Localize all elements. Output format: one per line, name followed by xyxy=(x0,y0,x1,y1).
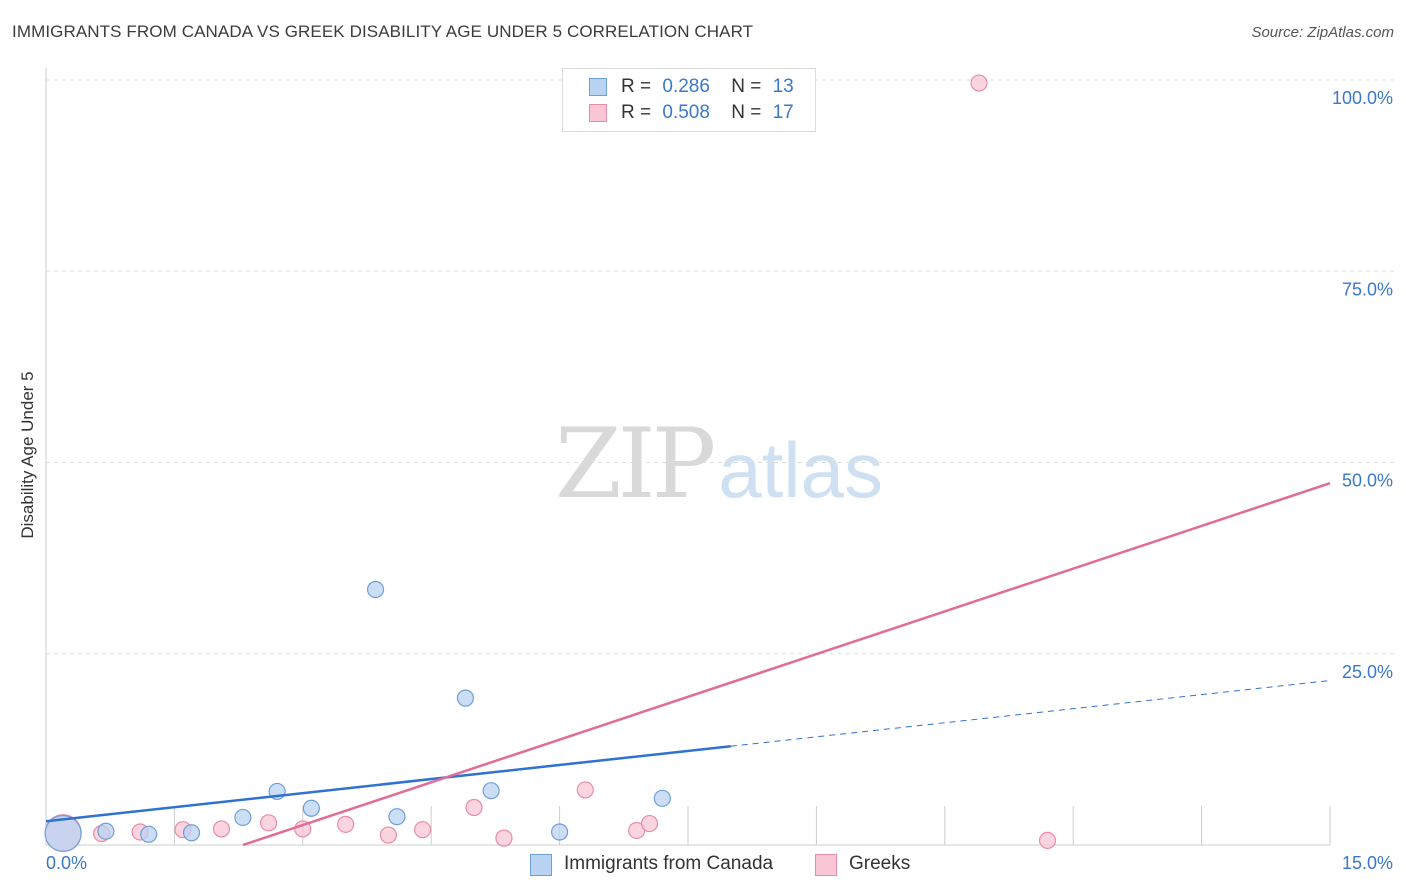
canada-point-11 xyxy=(550,823,569,841)
greeks-point-4 xyxy=(212,820,231,838)
legend-text-canada: R = 0.286 N = 13 xyxy=(621,76,794,98)
bottom-legend-swatch-pink xyxy=(815,854,837,876)
canada-point-9 xyxy=(456,689,475,707)
greeks-point-16 xyxy=(1038,831,1057,850)
legend-n-value: 13 xyxy=(772,76,794,97)
greeks-point-12 xyxy=(576,781,594,799)
legend-r-label: R = xyxy=(621,102,652,123)
greeks-point-11 xyxy=(495,829,513,847)
legend-r-value: 0.286 xyxy=(662,76,710,97)
canada-point-4 xyxy=(234,808,252,827)
bottom-legend-swatch-blue xyxy=(530,854,552,876)
canada-point-12 xyxy=(653,789,671,807)
bottom-legend-label-canada: Immigrants from Canada xyxy=(564,853,774,874)
canada-point-0 xyxy=(44,814,82,853)
greeks-trend-line xyxy=(242,481,1331,847)
greeks-point-15 xyxy=(970,74,988,92)
y-axis-label: Disability Age Under 5 xyxy=(18,371,37,539)
greeks-point-5 xyxy=(259,814,278,832)
greeks-point-14 xyxy=(640,814,659,833)
canada-point-6 xyxy=(302,799,320,817)
watermark-atlas: atlas xyxy=(718,426,883,514)
legend-n-label: N = xyxy=(731,76,762,97)
canada-trend-line xyxy=(45,744,731,823)
canada-point-8 xyxy=(388,808,406,826)
canada-point-3 xyxy=(182,824,201,842)
bottom-legend-label-greeks: Greeks xyxy=(849,853,911,874)
watermark-zip: ZIP xyxy=(555,408,716,520)
canada-point-7 xyxy=(366,580,385,599)
greeks-point-9 xyxy=(414,821,432,839)
legend-swatch-blue xyxy=(589,78,607,96)
y-tick-label-2: 75.0% xyxy=(1342,279,1393,299)
legend-text-greeks: R = 0.508 N = 17 xyxy=(621,102,794,124)
legend-r-value: 0.508 xyxy=(662,102,710,123)
source-label: Source: ZipAtlas.com xyxy=(1251,24,1394,41)
y-tick-label-3: 100.0% xyxy=(1332,88,1393,108)
canada-point-1 xyxy=(97,822,115,840)
canada-trend-line-extension xyxy=(730,680,1331,747)
legend-n-value: 17 xyxy=(772,102,794,123)
greeks-point-7 xyxy=(337,815,355,833)
legend-n-label: N = xyxy=(731,102,762,123)
chart-title: IMMIGRANTS FROM CANADA VS GREEK DISABILI… xyxy=(12,22,754,41)
x-tick-label-1: 15.0% xyxy=(1342,853,1393,873)
watermark: ZIPatlas xyxy=(555,408,883,520)
legend-r-label: R = xyxy=(621,76,652,97)
canada-point-2 xyxy=(140,825,158,843)
canada-point-10 xyxy=(482,782,500,800)
x-tick-label-0: 0.0% xyxy=(46,853,87,873)
greeks-point-8 xyxy=(379,826,397,844)
y-tick-label-0: 25.0% xyxy=(1342,662,1393,682)
greeks-point-10 xyxy=(465,798,483,817)
correlation-legend: R = 0.286 N = 13 R = 0.508 N = 17 xyxy=(562,68,816,132)
legend-swatch-pink xyxy=(589,104,607,122)
y-tick-label-1: 50.0% xyxy=(1342,471,1393,491)
